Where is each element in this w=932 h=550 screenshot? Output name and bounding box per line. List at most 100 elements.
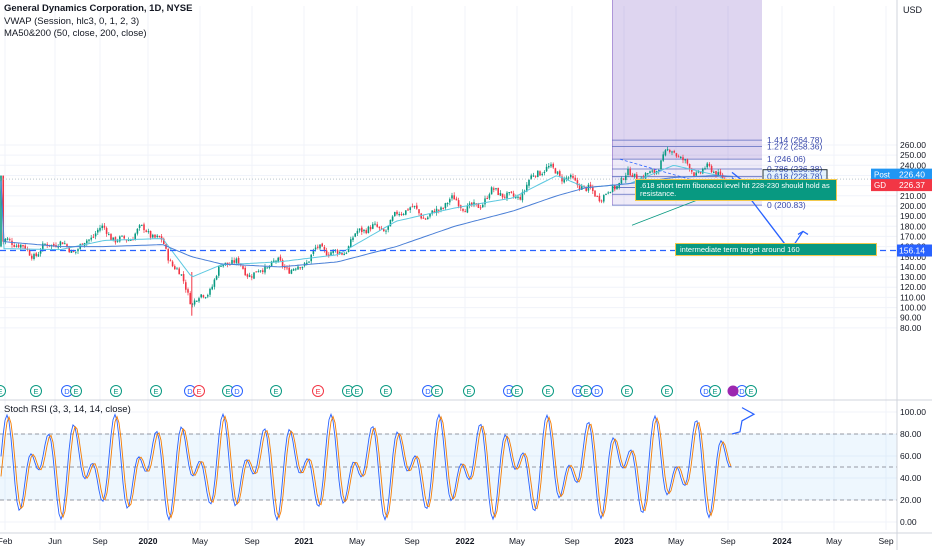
price-badge-label: Post [874,171,891,180]
price-candle-body [515,196,517,198]
price-candle-body [600,200,603,202]
price-candle-body [207,295,209,297]
earnings-marker-letter: E [225,387,230,396]
price-candle-body [108,234,110,236]
price-candle-body [9,239,11,241]
price-candle-body [356,230,359,234]
price-candle-body [59,241,62,246]
price-candle-body [592,186,594,192]
price-badge-tag [871,179,897,192]
price-candle-body [695,172,697,176]
earnings-marker [30,385,42,397]
time-axis-label: 2022 [456,536,475,546]
price-candle-body [138,225,141,228]
price-candle-body [246,274,249,277]
price-candle-body [556,171,559,175]
price-candle-body [31,255,33,259]
price-candle-body [717,172,719,177]
price-candle-body [312,249,315,254]
price-tick-label: 140.00 [900,262,926,272]
price-candle-body [103,225,106,228]
price-candle-body [185,282,187,290]
price-candle-body [497,187,499,195]
price-candle-body [376,224,378,227]
price-candle-body [418,209,420,214]
earnings-marker [231,385,243,397]
earnings-marker [745,385,757,397]
price-candle-body [361,227,363,232]
price-candle-body [231,260,233,264]
price-candle-body [53,244,55,246]
earnings-marker [463,385,475,397]
price-badge-tag [871,168,897,181]
target-annotation[interactable]: intermediate term target around 160 [675,243,877,256]
price-candle-body [94,233,97,237]
price-candle-body [433,210,436,214]
price-badge-value-bg [897,179,932,192]
earnings-marker-letter: D [594,387,600,396]
price-candle-body [625,175,627,181]
earnings-marker-letter: D [425,387,431,396]
price-candle-body [662,154,664,161]
price-candle-body [510,191,513,193]
price-candle-body [508,192,510,194]
price-candle-body [526,184,528,192]
earnings-marker-letter: E [73,387,78,396]
symbol-legend[interactable]: General Dynamics Corporation, 1D, NYSE [4,3,193,14]
price-candle-body [449,199,451,203]
price-candle-body [288,267,290,274]
price-candle-body [88,239,90,241]
earnings-marker-letter: E [345,387,350,396]
vwap-legend[interactable]: VWAP (Session, hlc3, 0, 1, 2, 3) [4,16,140,27]
price-candle-body [431,210,433,214]
fib-annotation[interactable]: .618 short term fibonacci level hit 228-… [635,179,837,201]
price-candle-body [708,163,711,166]
price-candle-body [644,173,647,179]
price-candle-body [325,250,328,256]
stoch-rsi-legend[interactable]: Stoch RSI (3, 3, 14, 14, close) [4,404,131,415]
price-candle-body [649,171,651,174]
price-candle-body [442,207,444,209]
price-candle-body [631,174,634,177]
price-candle-body [99,227,101,231]
price-candle-body [402,213,405,215]
earnings-marker-letter: E [466,387,471,396]
price-candle-body [453,195,455,200]
price-candle-body [0,175,2,247]
price-candle-body [574,177,576,181]
price-tick-label: 130.00 [900,272,926,282]
earnings-markers[interactable]: EEDEEEDEEDEEEEEDEEDEEDEDEEDEDE [0,385,757,397]
price-candle-body [438,209,440,211]
price-candle-body [297,266,299,270]
price-badge-value: 226.37 [899,180,925,190]
price-candle-body [444,203,447,209]
price-candle-body [468,203,471,206]
ma-legend[interactable]: MA50&200 (50, close, 200, close) [4,28,147,39]
price-candle-body [301,266,304,269]
price-candle-body [499,193,502,196]
earnings-marker-letter: E [624,387,629,396]
price-badge-value-bg [897,168,932,181]
price-candle-body [262,270,264,273]
price-candle-body [585,186,587,191]
price-candle-body [451,195,453,199]
price-candle-body [233,260,235,263]
stoch-tick-label: 20.00 [900,495,922,505]
stoch-tick-label: 0.00 [900,517,917,527]
price-candle-body [548,166,550,168]
price-candle-body [691,169,693,172]
price-candle-body [290,270,293,274]
earnings-marker-letter: D [739,387,745,396]
time-axis-label: Sep [720,536,735,546]
price-candle-body [686,159,689,164]
price-candle-body [495,188,497,190]
earnings-marker-letter: E [712,387,717,396]
price-candle-body [174,266,176,270]
price-candle-body [398,214,400,216]
price-candle-body [424,218,427,220]
stoch-projection-arrow [731,407,756,435]
price-candle-body [336,250,339,254]
